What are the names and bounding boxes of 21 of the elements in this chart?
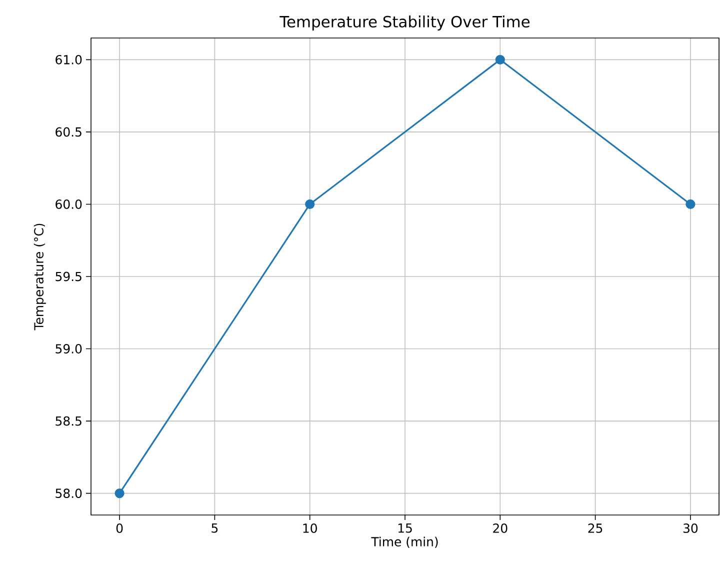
x-tick-label: 25 — [588, 524, 602, 533]
x-tick-label: 20 — [493, 524, 508, 533]
x-axis-title: Time (min) — [371, 536, 438, 548]
y-axis-title: Temperature (°C) — [34, 224, 46, 330]
chart-title: Temperature Stability Over Time — [280, 16, 530, 31]
y-tick-label: 58.0 — [56, 488, 82, 498]
x-tick-label: 10 — [303, 524, 317, 533]
x-tick-label: 15 — [398, 524, 412, 533]
x-tick-label: 30 — [683, 524, 698, 533]
y-tick-label: 60.5 — [56, 127, 82, 137]
x-tick-label: 0 — [116, 524, 123, 533]
y-tick-label: 61.0 — [56, 54, 82, 64]
y-tick-label: 59.5 — [56, 272, 82, 282]
point — [114, 488, 124, 498]
point — [305, 199, 315, 210]
x-tick-label: 5 — [212, 524, 218, 533]
point — [495, 54, 505, 64]
y-tick-label: 60.0 — [56, 200, 82, 209]
point — [686, 199, 696, 210]
y-tick-label: 58.5 — [56, 416, 82, 426]
y-tick-label: 59.0 — [56, 344, 82, 354]
